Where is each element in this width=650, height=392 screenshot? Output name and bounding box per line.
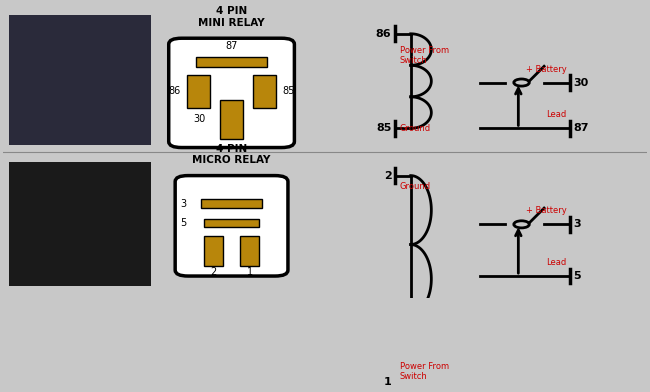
Bar [204,236,223,266]
Text: 87: 87 [573,123,589,133]
Text: 4 PIN
MINI RELAY: 4 PIN MINI RELAY [198,6,265,28]
Text: 30: 30 [193,114,205,125]
Text: 30: 30 [573,78,588,87]
Text: 2: 2 [384,171,391,181]
Text: Lead: Lead [547,111,567,120]
Bar [9,162,151,287]
Text: 85: 85 [376,123,391,133]
Text: 4 PIN
MICRO RELAY: 4 PIN MICRO RELAY [192,143,271,165]
Bar [220,100,243,139]
Text: + Battery: + Battery [526,207,567,216]
Text: 3: 3 [180,199,187,209]
Text: 1: 1 [384,377,391,387]
Text: + Battery: + Battery [526,65,567,74]
FancyBboxPatch shape [175,176,288,276]
Text: Lead: Lead [547,258,567,267]
Text: 85: 85 [283,86,295,96]
Text: Power From
Switch: Power From Switch [400,45,449,65]
Text: Ground: Ground [400,181,431,191]
Bar [196,56,267,67]
Bar [187,75,211,108]
Text: 86: 86 [168,86,180,96]
Text: Power From
Switch: Power From Switch [400,361,449,381]
Text: 5: 5 [573,271,580,281]
Bar [201,199,263,208]
Bar [253,75,276,108]
FancyBboxPatch shape [169,38,294,147]
Text: 3: 3 [573,220,580,229]
Bar [240,236,259,266]
Text: 87: 87 [226,41,238,51]
Text: 5: 5 [180,218,187,228]
Text: Ground: Ground [400,124,431,133]
Text: 86: 86 [376,29,391,39]
Text: 2: 2 [211,267,216,277]
Bar [204,219,259,227]
Text: 1: 1 [246,267,253,277]
Bar [9,15,151,145]
